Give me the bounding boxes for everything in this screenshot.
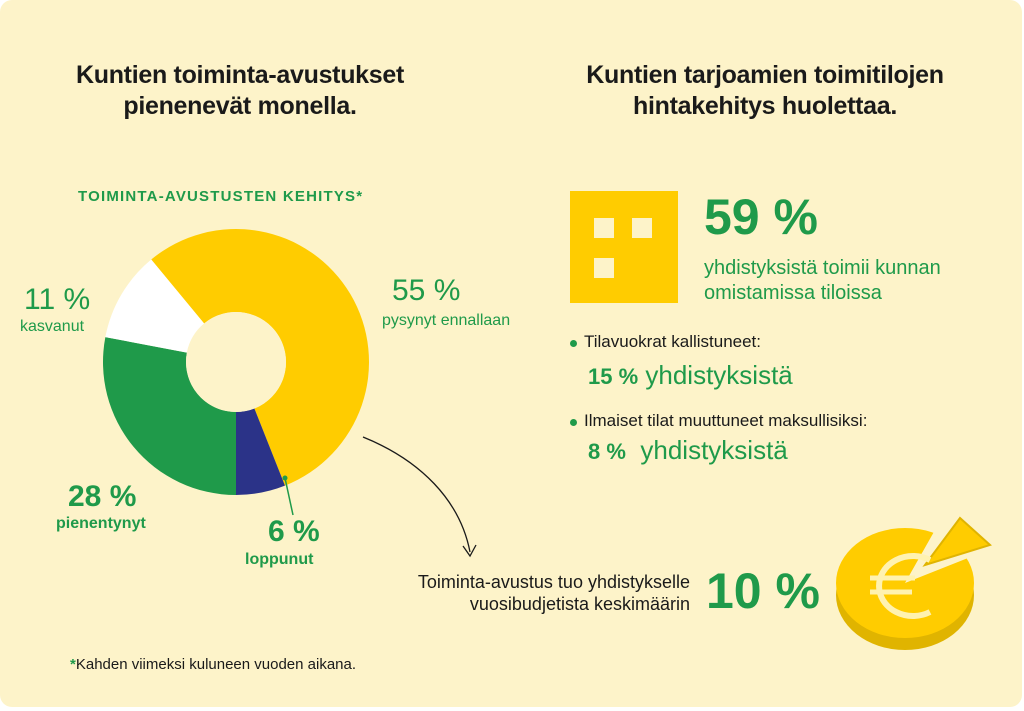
slice-label-text-kasvanut: kasvanut [20,318,85,335]
slice-label-value-loppunut: 6 % [268,515,320,548]
footnote-star: * [70,656,76,673]
slice-label-text-pysynyt: pysynyt ennallaan [382,312,511,329]
right-heading-line1: Kuntien tarjoamien toimitilojen [586,61,944,89]
bullet-dot-2 [570,419,577,426]
bullet-suffix-2: yhdistyksistä [640,435,788,465]
donut-chart [103,229,370,495]
bullet-stat-2: 8 % yhdistyksistä [588,435,788,466]
loppunut-connector [284,477,294,516]
arrow-icon [362,436,477,558]
footnote-text: Kahden viimeksi kuluneen vuoden aikana. [75,656,357,673]
right-heading-line2: hintakehitys huolettaa. [633,92,897,120]
slice-label-text-pienentynyt: pienentynyt [56,515,146,532]
bottom-text-line1: Toiminta-avustus tuo yhdistykselle [417,572,690,592]
left-heading-line1: Kuntien toiminta-avustukset [75,61,405,89]
bullet-text-2: Ilmaiset tilat muuttuneet maksullisiksi: [584,411,868,430]
chart-title: TOIMINTA-AVUSTUSTEN KEHITYS* [78,188,364,205]
bottom-text: Toiminta-avustus tuo yhdistykselle vuosi… [418,571,690,615]
slice-label-value-kasvanut: 11 % [24,283,91,316]
footnote: *Kahden viimeksi kuluneen vuoden aikana. [70,656,356,673]
stat-text-line1: yhdistyksistä toimii kunnan [704,257,941,279]
stat-text-line2: omistamissa tiloissa [704,282,882,304]
euro-coin-icon [836,516,992,650]
bullet-dot-1 [570,340,577,347]
bottom-text-line2: vuosibudjetista keskimäärin [469,594,690,614]
loppunut-connector-dot [282,475,288,481]
slice-label-value-pienentynyt: 28 % [68,480,137,513]
right-heading: Kuntien tarjoamien toimitilojen hintakeh… [560,60,970,122]
stat-percent-59: 59 % [704,189,818,245]
bullet-pct-2: 8 % [588,439,626,464]
bullet-stat-1: 15 % yhdistyksistä [588,360,793,391]
slice-pysynyt [151,229,370,486]
slice-kasvanut [105,259,205,353]
slice-pienentynyt [103,337,236,495]
slice-loppunut [236,408,285,495]
bullet-suffix-1: yhdistyksistä [645,360,793,390]
slice-label-text-loppunut: loppunut [245,551,314,568]
building-icon [570,191,678,303]
slice-label-value-pysynyt: 55 % [392,274,461,307]
donut-hole [186,312,286,412]
left-heading-line2: pienenevät monella. [123,92,357,120]
bullet-pct-1: 15 % [588,364,639,389]
bullet-text-1: Tilavuokrat kallistuneet: [584,332,762,351]
bottom-percent-10: 10 % [706,563,820,619]
left-heading: Kuntien toiminta-avustukset pienenevät m… [40,60,440,122]
